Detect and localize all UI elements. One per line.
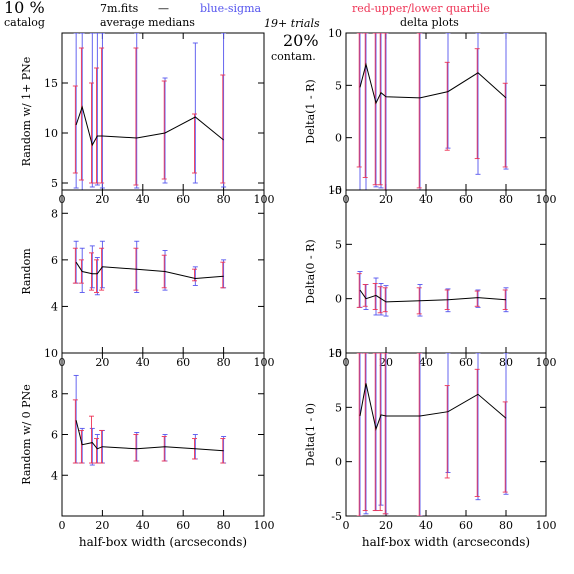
y-tick-label: 0: [335, 293, 342, 306]
legend-red-quartile: red-upper/lower quartile: [352, 2, 490, 15]
x-tick-label: 80: [217, 519, 231, 532]
x-tick-label: 60: [459, 356, 473, 369]
plot-area: [356, 33, 509, 190]
y-axis-label: Random: [20, 248, 33, 295]
y-axis-label: Random w/ 0 PNe: [20, 384, 33, 484]
x-tick-label: 100: [536, 519, 557, 532]
header-contam: contam.: [271, 50, 316, 63]
plot-area: [356, 271, 509, 317]
header-medians: average medians: [100, 16, 195, 29]
x-tick-label: 60: [176, 193, 190, 206]
x-tick-label: 20: [379, 193, 393, 206]
y-tick-label: 8: [51, 207, 58, 220]
header-delta: delta plots: [400, 16, 459, 29]
plot-frame: [345, 189, 547, 354]
median-line: [75, 420, 224, 452]
y-axis-label: Delta(1 - 0): [304, 403, 317, 466]
x-tick-label: 40: [136, 193, 150, 206]
y-tick-label: 10: [44, 127, 58, 140]
plot-area: [356, 353, 509, 516]
header-catalog: catalog: [4, 16, 45, 29]
y-axis-label: Delta(0 - R): [304, 239, 317, 303]
plot-area: [72, 374, 227, 466]
y-tick-label: 15: [44, 77, 58, 90]
y-axis-label: Random w/ 1+ PNe: [20, 57, 33, 167]
header-dash: —: [158, 2, 169, 15]
x-tick-label: 60: [176, 356, 190, 369]
y-tick-label: 10: [328, 347, 342, 360]
x-tick-label: 80: [217, 193, 231, 206]
x-tick-label: 100: [254, 519, 275, 532]
x-tick-label: 40: [136, 519, 150, 532]
y-tick-label: 0: [335, 456, 342, 469]
y-tick-label: 5: [335, 238, 342, 251]
x-axis-label: half-box width (arcseconds): [79, 535, 247, 549]
x-tick-label: 80: [499, 193, 513, 206]
y-axis-label: Delta(1 - R): [304, 79, 317, 143]
y-tick-label: 4: [51, 469, 58, 482]
x-tick-label: 0: [59, 519, 66, 532]
y-tick-label: -5: [331, 347, 342, 360]
x-tick-label: 80: [499, 519, 513, 532]
y-tick-label: 5: [51, 177, 58, 190]
y-tick-label: 0: [335, 132, 342, 145]
median-line: [359, 383, 507, 431]
y-tick-label: 10: [328, 184, 342, 197]
x-tick-label: 20: [379, 519, 393, 532]
y-tick-label: 4: [51, 300, 58, 313]
x-tick-label: 20: [95, 356, 109, 369]
y-tick-label: -5: [331, 184, 342, 197]
y-tick-label: 5: [335, 401, 342, 414]
median-line: [75, 105, 224, 147]
plot-area: [72, 240, 227, 296]
median-line: [359, 289, 507, 303]
x-tick-label: 40: [136, 356, 150, 369]
y-tick-label: 6: [51, 429, 58, 442]
y-tick-label: 6: [51, 254, 58, 267]
x-tick-label: 60: [459, 519, 473, 532]
header-trials: 19+ trials: [264, 17, 320, 30]
x-tick-label: 60: [176, 519, 190, 532]
legend-blue-sigma: blue-sigma: [200, 2, 262, 15]
x-tick-label: 20: [95, 519, 109, 532]
panel-5: 0 20 40 60 80 100 4 6 8 10 Random w/ 0 PNe half-box…: [20, 347, 275, 549]
x-axis-label: half-box width (arcseconds): [362, 535, 530, 549]
x-tick-label: 0: [343, 519, 350, 532]
x-tick-label: 80: [217, 356, 231, 369]
y-tick-label: 5: [335, 79, 342, 92]
x-tick-label: 40: [419, 356, 433, 369]
x-tick-label: 40: [419, 519, 433, 532]
header-percent: 10 %: [4, 0, 45, 17]
y-tick-label: 10: [328, 27, 342, 40]
x-tick-label: 20: [95, 193, 109, 206]
y-tick-label: 10: [44, 347, 58, 360]
x-tick-label: 40: [419, 193, 433, 206]
median-line: [75, 261, 224, 280]
y-tick-label: -5: [331, 510, 342, 523]
plot-area: [72, 33, 227, 190]
header-contam-pct: 20%: [283, 31, 319, 50]
median-line: [359, 62, 507, 105]
header-filename: 7m.fits: [100, 2, 139, 15]
y-tick-label: 8: [51, 388, 58, 401]
x-tick-label: 60: [459, 193, 473, 206]
